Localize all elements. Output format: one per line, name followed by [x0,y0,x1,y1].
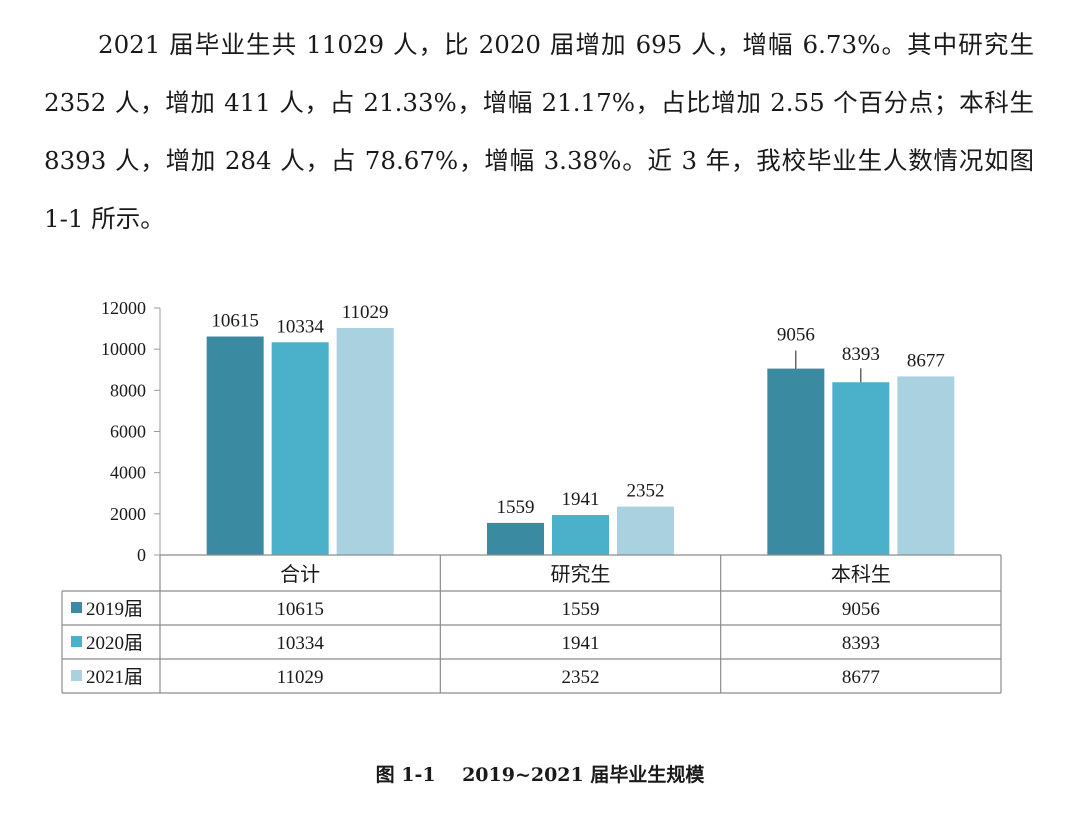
table-cell-value: 2352 [562,667,600,688]
table-cell-value: 11029 [277,667,324,688]
intro-paragraph: 2021 届毕业生共 11029 人，比 2020 届增加 695 人，增幅 6… [44,30,1034,233]
bar [271,342,329,555]
table-cell-value: 8393 [842,633,880,654]
bar [206,336,264,555]
y-tick-label: 8000 [110,380,146,400]
data-label: 11029 [342,302,389,323]
y-tick-label: 4000 [110,463,146,483]
table-cell-value: 8677 [842,667,880,688]
data-label: 8393 [842,344,880,365]
legend-swatch [71,602,82,613]
table-cell-value: 1559 [562,599,600,620]
x-category-label: 本科生 [831,563,891,586]
table-cell-value: 10334 [276,633,324,654]
data-label: 9056 [777,325,815,346]
data-label: 2352 [627,481,665,502]
legend-swatch [71,636,82,647]
chart-data-table: 合计 研究生 本科生 2019届 10615 1559 9056 2020届 10334 1941… [61,554,1002,694]
data-label: 1559 [497,497,535,518]
y-tick-label: 6000 [110,422,146,442]
chart-bars [206,327,955,555]
legend-label: 2020届 [86,633,143,654]
y-tick-label: 0 [137,545,146,565]
x-category-label: 研究生 [551,563,611,586]
figure-title: 2019~2021 届毕业生规模 [462,764,705,786]
bar [832,382,890,555]
data-label: 10334 [276,316,324,337]
chart-axes: 0 2000 4000 6000 8000 10000 12000 [101,298,161,565]
y-tick-label: 2000 [110,504,146,524]
legend-label: 2019届 [86,599,143,620]
x-category-label: 合计 [280,563,320,586]
figure-number: 图 1-1 [375,764,436,786]
data-label: 8677 [907,350,945,371]
legend-swatch [71,670,82,681]
data-label: 10615 [211,311,259,332]
data-label: 1941 [562,489,600,510]
bar [897,376,955,555]
table-cell-value: 9056 [842,599,880,620]
bar [336,327,394,555]
figure-caption: 图 1-1 2019~2021 届毕业生规模 [0,760,1080,787]
y-tick-label: 10000 [101,339,146,359]
y-tick-label: 12000 [101,298,146,318]
bar [552,515,609,555]
bar [767,368,825,555]
chart-data-labels: 10615 10334 11029 1559 1941 2352 9056 8393 8677 [211,302,944,518]
legend-label: 2021届 [86,667,143,688]
table-cell-value: 10615 [276,599,324,620]
bar [617,506,674,555]
bar [487,522,544,555]
table-cell-value: 1941 [562,633,600,654]
